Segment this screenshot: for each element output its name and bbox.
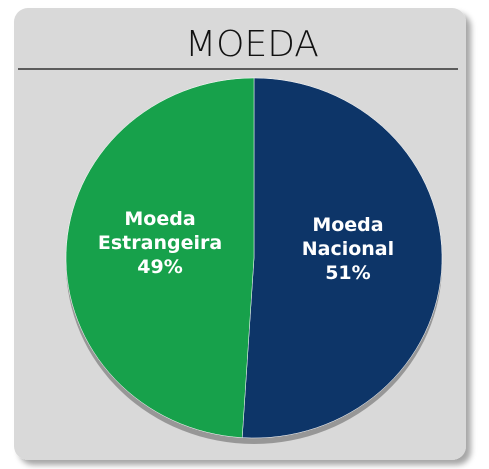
pie-slice bbox=[241, 77, 443, 439]
slice-label: Moeda Estrangeira 49% bbox=[85, 207, 235, 279]
pie-slice bbox=[65, 77, 255, 438]
slice-category: Moeda Estrangeira bbox=[97, 208, 223, 255]
slice-label: Moeda Nacional 51% bbox=[273, 213, 423, 285]
chart-title: MOEDA bbox=[185, 24, 319, 65]
slice-category: Moeda Nacional bbox=[301, 213, 395, 260]
slice-value: 51% bbox=[325, 261, 371, 284]
slice-value: 49% bbox=[137, 256, 183, 279]
